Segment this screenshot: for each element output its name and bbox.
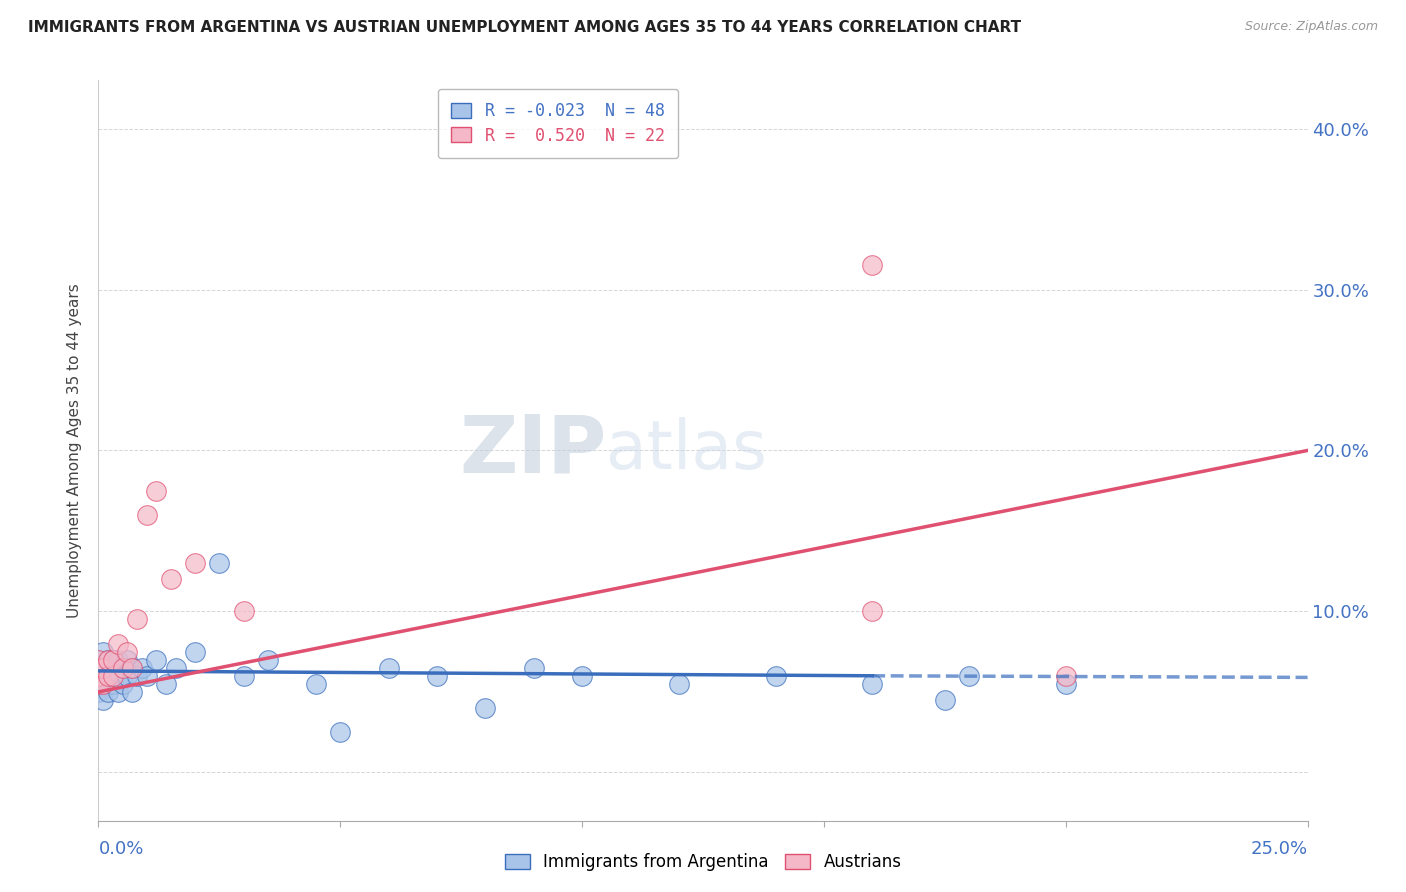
Point (232, 604, 254, 618)
Point (91, 669, 114, 683)
Point (426, 669, 449, 683)
Point (135, 508, 157, 522)
Text: ZIP: ZIP (458, 411, 606, 490)
Point (668, 677, 690, 691)
Point (145, 653, 167, 667)
Point (87, 669, 110, 683)
Point (107, 685, 129, 699)
Point (91, 677, 114, 691)
Point (1054, 677, 1077, 691)
Point (121, 661, 143, 675)
Point (101, 669, 124, 683)
Point (121, 661, 143, 675)
Point (135, 669, 157, 683)
Point (377, 661, 399, 675)
Point (117, 653, 139, 667)
Point (107, 653, 129, 667)
Point (860, 604, 883, 618)
Point (111, 661, 134, 675)
Point (97, 653, 120, 667)
Point (91, 645, 114, 659)
Point (107, 637, 129, 651)
Point (329, 725, 352, 739)
Point (957, 669, 980, 683)
Point (474, 701, 496, 715)
Point (765, 669, 787, 683)
Point (101, 677, 124, 691)
Point (860, 677, 883, 691)
Point (571, 669, 593, 683)
Text: Source: ZipAtlas.com: Source: ZipAtlas.com (1244, 20, 1378, 33)
Text: IMMIGRANTS FROM ARGENTINA VS AUSTRIAN UNEMPLOYMENT AMONG AGES 35 TO 44 YEARS COR: IMMIGRANTS FROM ARGENTINA VS AUSTRIAN UN… (28, 20, 1021, 35)
Point (934, 693, 956, 707)
Point (91, 661, 114, 675)
Legend: R = -0.023  N = 48, R =  0.520  N = 22: R = -0.023 N = 48, R = 0.520 N = 22 (437, 88, 678, 158)
Point (97, 661, 120, 675)
Point (97, 685, 120, 699)
Point (127, 612, 149, 626)
Point (87, 677, 110, 691)
Point (232, 669, 254, 683)
Point (91, 677, 114, 691)
Point (165, 661, 187, 675)
Point (117, 645, 139, 659)
Point (101, 653, 124, 667)
Point (305, 677, 328, 691)
Point (107, 669, 129, 683)
Point (91, 661, 114, 675)
Point (121, 685, 143, 699)
Point (208, 556, 231, 570)
Point (97, 669, 120, 683)
Point (184, 556, 207, 570)
Y-axis label: Unemployment Among Ages 35 to 44 years: Unemployment Among Ages 35 to 44 years (66, 283, 82, 618)
Point (860, 258, 883, 272)
Point (111, 677, 134, 691)
Point (160, 572, 183, 586)
Point (101, 661, 124, 675)
Point (256, 653, 278, 667)
Point (97, 669, 120, 683)
Point (155, 677, 177, 691)
Point (87, 669, 110, 683)
Point (97, 653, 120, 667)
Point (87, 677, 110, 691)
Point (523, 661, 546, 675)
Point (127, 669, 149, 683)
Point (87, 653, 110, 667)
Text: 25.0%: 25.0% (1250, 840, 1308, 858)
Point (87, 685, 110, 699)
Point (87, 661, 110, 675)
Point (87, 653, 110, 667)
Point (111, 661, 134, 675)
Point (117, 669, 139, 683)
Text: atlas: atlas (606, 417, 768, 483)
Point (145, 483, 167, 498)
Point (1054, 669, 1077, 683)
Point (87, 661, 110, 675)
Point (131, 661, 153, 675)
Point (101, 653, 124, 667)
Legend: Immigrants from Argentina, Austrians: Immigrants from Argentina, Austrians (496, 845, 910, 880)
Point (184, 645, 207, 659)
Point (91, 693, 114, 707)
Text: 0.0%: 0.0% (98, 840, 143, 858)
